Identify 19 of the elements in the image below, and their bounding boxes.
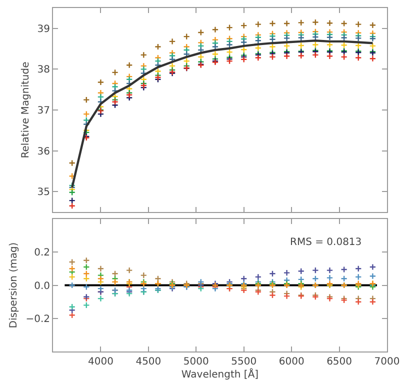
x-tick-label: 5000 bbox=[183, 356, 209, 368]
y-tick-label: −0.2 bbox=[26, 314, 50, 325]
y-axis-title: Dispersion (mag) bbox=[8, 242, 20, 328]
y-tick-label: 38 bbox=[37, 64, 50, 76]
x-axis-title: Wavelength [Å] bbox=[181, 368, 259, 381]
annotation: RMS = 0.0813 bbox=[290, 237, 362, 248]
y-tick-label: 0.2 bbox=[34, 248, 50, 259]
y-tick-label: 36 bbox=[37, 146, 50, 158]
x-tick-label: 7000 bbox=[374, 356, 400, 368]
y-tick-label: 35 bbox=[37, 187, 50, 198]
x-tick-label: 5500 bbox=[231, 356, 257, 368]
y-tick-label: 39 bbox=[37, 24, 50, 35]
y-tick-label: 37 bbox=[37, 106, 50, 116]
x-tick-label: 6000 bbox=[278, 356, 304, 368]
x-tick-label: 4500 bbox=[136, 356, 162, 368]
x-tick-label: 6500 bbox=[326, 356, 352, 368]
x-tick-label: 4000 bbox=[88, 356, 114, 368]
y-tick-label: 0.0 bbox=[34, 280, 50, 292]
y-axis-title: Relative Magnitude bbox=[20, 62, 32, 158]
